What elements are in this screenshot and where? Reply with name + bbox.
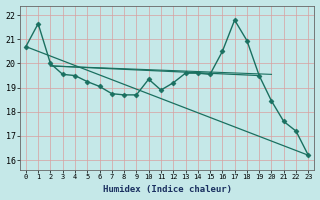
X-axis label: Humidex (Indice chaleur): Humidex (Indice chaleur) (103, 185, 232, 194)
